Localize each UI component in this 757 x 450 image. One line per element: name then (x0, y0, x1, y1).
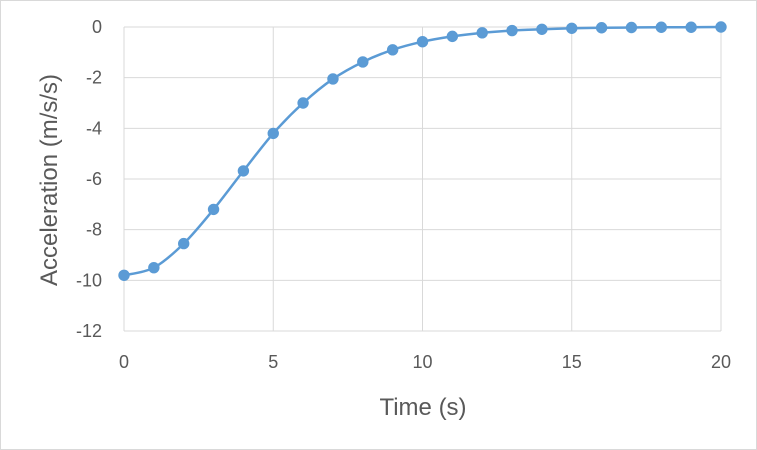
y-tick-label: -6 (86, 169, 102, 189)
y-tick-label: -8 (86, 220, 102, 240)
data-point (506, 24, 518, 37)
data-point (476, 27, 488, 39)
data-point (118, 269, 130, 281)
data-point (566, 22, 578, 34)
data-point (655, 21, 667, 33)
data-point (148, 261, 160, 274)
data-point (267, 127, 279, 140)
series-layer (118, 21, 727, 281)
data-point (178, 237, 190, 250)
y-tick-label: -10 (76, 270, 102, 290)
data-point (595, 22, 608, 34)
x-tick-label: 10 (412, 352, 432, 372)
gridlines (124, 26, 722, 331)
data-point (536, 23, 548, 35)
x-tick-label: 0 (119, 352, 129, 372)
data-point (446, 30, 459, 43)
x-axis-title: Time (s) (379, 394, 466, 421)
data-point (685, 21, 697, 33)
data-point (207, 203, 220, 216)
data-point (386, 44, 399, 56)
y-tick-label: -2 (86, 68, 102, 88)
data-point (237, 165, 250, 177)
y-tick-label: -12 (76, 321, 102, 341)
data-point (297, 97, 309, 109)
tick-labels: 0 -2 -4 -6 -8 -10 -12 0 5 10 15 20 (76, 17, 731, 372)
x-tick-label: 20 (711, 352, 731, 372)
data-point (357, 56, 369, 68)
data-point (715, 21, 727, 33)
data-point (625, 21, 638, 34)
x-tick-label: 15 (562, 352, 582, 372)
y-tick-label: 0 (92, 17, 102, 37)
y-tick-label: -4 (86, 118, 102, 138)
x-tick-label: 5 (268, 352, 278, 372)
y-axis-title: Acceleration (m/s/s) (36, 74, 63, 286)
data-point (416, 35, 429, 48)
data-point (327, 73, 339, 85)
